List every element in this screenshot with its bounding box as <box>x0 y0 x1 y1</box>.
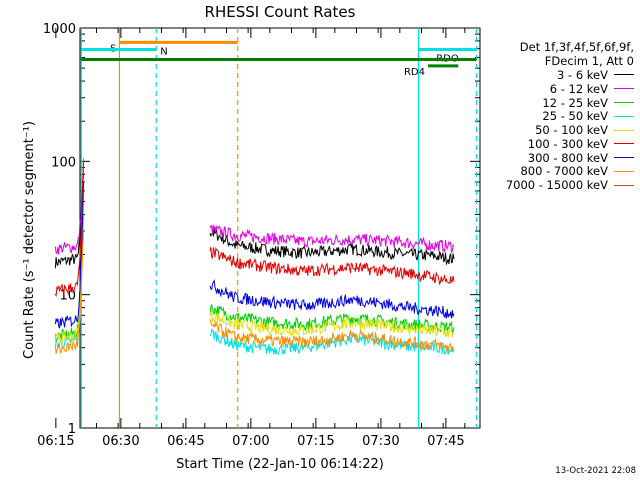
y-tick-label: 1 <box>68 422 76 437</box>
legend-swatch <box>614 115 634 117</box>
series-line <box>209 224 455 254</box>
state-bar-label: RD4 <box>404 67 425 78</box>
legend-entry-label: 6 - 12 keV <box>549 81 608 96</box>
legend-entry: 3 - 6 keV <box>484 68 634 82</box>
legend-entry-label: 300 - 800 keV <box>527 150 608 165</box>
legend-entry: 25 - 50 keV <box>484 109 634 123</box>
legend-swatch <box>614 74 634 76</box>
x-tick-label: 07:15 <box>297 434 334 449</box>
series-line <box>54 164 84 255</box>
legend: Det 1f,3f,4f,5f,6f,9f, FDecim 1, Att 0 3… <box>484 40 634 192</box>
plot-frame <box>79 27 481 429</box>
series-line <box>54 174 84 269</box>
series-line <box>209 228 455 266</box>
legend-entry: 800 - 7000 keV <box>484 164 634 179</box>
series-line <box>209 278 455 319</box>
legend-entry: 7000 - 15000 keV <box>484 178 634 192</box>
series-line <box>54 161 84 298</box>
series-line <box>54 190 84 346</box>
legend-swatch <box>614 184 634 186</box>
legend-entry: 12 - 25 keV <box>484 96 634 110</box>
x-tick-label: 06:45 <box>167 434 204 449</box>
series-line <box>54 231 84 354</box>
x-tick-label: 07:00 <box>232 434 269 449</box>
x-tick-label: 06:30 <box>102 434 139 449</box>
legend-entry-label: 12 - 25 keV <box>542 95 608 110</box>
series-line <box>209 318 455 352</box>
timestamp: 13-Oct-2021 22:08 <box>555 466 636 476</box>
series-line <box>209 247 455 286</box>
legend-entry-label: 50 - 100 keV <box>535 123 608 138</box>
legend-entry: 50 - 100 keV <box>484 123 634 137</box>
legend-decim-header: FDecim 1, Att 0 <box>544 54 634 68</box>
legend-entry-label: 800 - 7000 keV <box>520 164 608 179</box>
legend-detector-header: Det 1f,3f,4f,5f,6f,9f, <box>519 40 634 54</box>
legend-entries: 3 - 6 keV 6 - 12 keV 12 - 25 keV 25 - 50 ke… <box>484 68 634 192</box>
x-axis-label: Start Time (22-Jan-10 06:14:22) <box>176 457 384 472</box>
legend-swatch <box>614 170 634 172</box>
series-line <box>209 310 455 338</box>
legend-swatch <box>614 157 634 159</box>
x-tick-label: 07:30 <box>362 434 399 449</box>
x-tick-label: 07:45 <box>427 434 464 449</box>
y-axis-label: Count Rate (s⁻¹ detector segment⁻¹) <box>22 121 37 359</box>
y-tick-label: 100 <box>51 155 76 170</box>
legend-entry-label: 25 - 50 keV <box>542 109 608 124</box>
legend-entry: 100 - 300 keV <box>484 137 634 151</box>
series-line <box>54 181 84 329</box>
legend-swatch <box>614 129 634 131</box>
legend-swatch <box>614 88 634 90</box>
legend-entry-label: 100 - 300 keV <box>527 136 608 151</box>
legend-entry: 300 - 800 keV <box>484 151 634 165</box>
x-tick-label: 06:15 <box>37 434 74 449</box>
legend-entry-label: 7000 - 15000 keV <box>505 178 608 193</box>
legend-entry: 6 - 12 keV <box>484 82 634 96</box>
y-tick-label: 1000 <box>43 22 76 37</box>
legend-swatch <box>614 101 634 103</box>
chart-title: RHESSI Count Rates <box>205 3 356 21</box>
legend-entry-label: 3 - 6 keV <box>557 67 608 82</box>
state-bar-label: N <box>160 46 167 57</box>
legend-swatch <box>614 143 634 145</box>
